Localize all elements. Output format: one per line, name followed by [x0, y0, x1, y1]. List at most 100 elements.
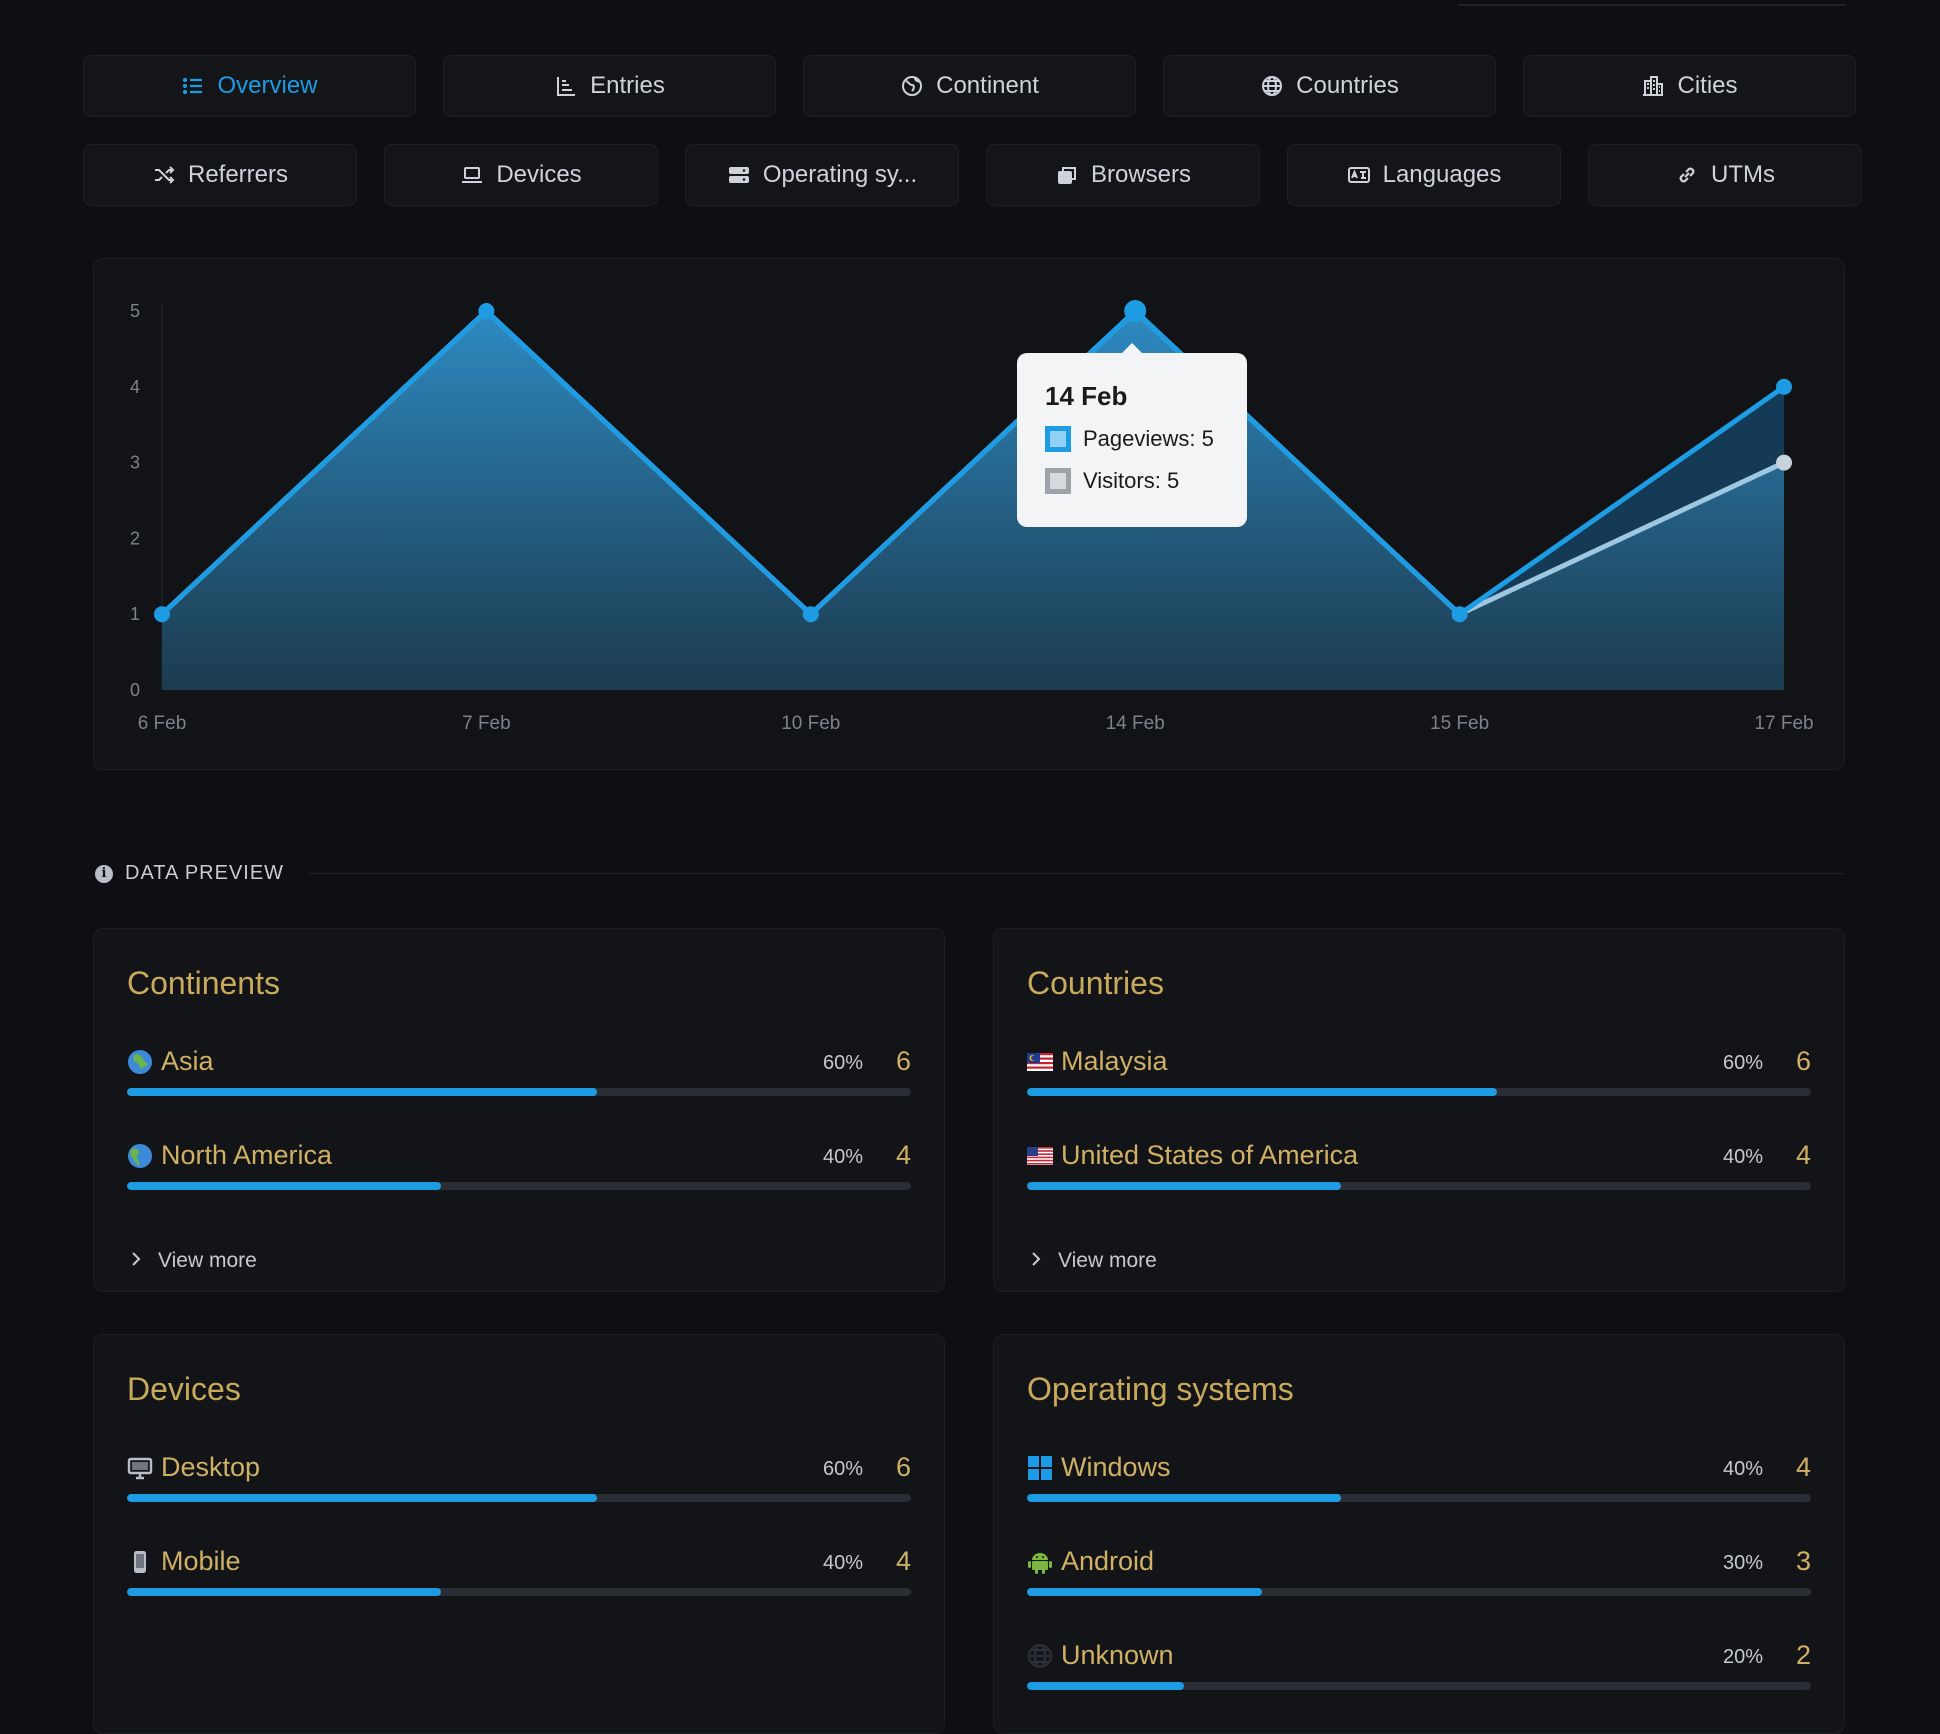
- list-item-percent: 60%: [822, 1052, 863, 1074]
- tab-label: Entries: [590, 72, 665, 99]
- tab-label: Devices: [496, 161, 582, 188]
- malaysia-flag-icon: [1027, 1049, 1053, 1075]
- list-item[interactable]: United States of America 40% 4: [1027, 1140, 1811, 1192]
- desktop-icon: [127, 1455, 153, 1481]
- x-tick-label: 15 Feb: [1430, 713, 1489, 734]
- tab-countries[interactable]: Countries: [1163, 55, 1496, 117]
- list-item[interactable]: Asia 60% 6: [127, 1046, 911, 1098]
- progress-fill: [127, 1182, 441, 1190]
- server-icon: [727, 163, 751, 187]
- list-item[interactable]: Windows 40% 4: [1027, 1452, 1811, 1504]
- progress-track: [1027, 1588, 1811, 1596]
- globe-icon: [1260, 74, 1284, 98]
- tab-continent[interactable]: Continent: [803, 55, 1136, 117]
- panel-title: Continents: [127, 965, 280, 1001]
- list-item-percent: 40%: [822, 1146, 863, 1168]
- list-item[interactable]: North America 40% 4: [127, 1140, 911, 1192]
- y-tick-label: 4: [130, 377, 140, 397]
- progress-track: [127, 1588, 911, 1596]
- view-more-link[interactable]: View more: [1030, 1249, 1157, 1273]
- list-item-percent: 60%: [1722, 1052, 1763, 1074]
- pageviews-swatch: [1045, 426, 1071, 452]
- progress-track: [1027, 1088, 1811, 1096]
- progress-fill: [1027, 1494, 1341, 1502]
- panel-title: Countries: [1027, 965, 1164, 1001]
- continents-panel: Continents Asia 60% 6 North America 40% …: [93, 928, 945, 1292]
- y-tick-label: 3: [130, 453, 140, 473]
- tab-devices[interactable]: Devices: [384, 144, 658, 206]
- view-more-link[interactable]: View more: [130, 1249, 257, 1273]
- progress-fill: [127, 1088, 598, 1096]
- progress-track: [127, 1182, 911, 1190]
- y-tick-label: 0: [130, 680, 140, 700]
- tab-operating-systems[interactable]: Operating sy...: [685, 144, 959, 206]
- visitors-point: [1776, 454, 1792, 471]
- list-item-percent: 40%: [822, 1552, 863, 1574]
- windows-icon: [1027, 1455, 1053, 1481]
- tab-cities[interactable]: Cities: [1523, 55, 1856, 117]
- pageviews-point: [154, 606, 170, 623]
- tab-label: Referrers: [187, 161, 289, 188]
- mobile-icon: [127, 1549, 153, 1575]
- list-item-count: 4: [1795, 1140, 1811, 1170]
- tab-browsers[interactable]: Browsers: [986, 144, 1260, 206]
- chevron-right-icon: [1030, 1249, 1042, 1273]
- tooltip-pageviews-label: Pageviews: 5: [1083, 426, 1214, 451]
- progress-track: [1027, 1182, 1811, 1190]
- tab-label: Continent: [936, 72, 1039, 99]
- list-item[interactable]: Malaysia 60% 6: [1027, 1046, 1811, 1098]
- tab-entries[interactable]: Entries: [443, 55, 776, 117]
- list-item[interactable]: Desktop 60% 6: [127, 1452, 911, 1504]
- list-item[interactable]: Unknown 20% 2: [1027, 1640, 1811, 1692]
- x-tick-label: 10 Feb: [781, 713, 840, 734]
- list-item-label: Desktop: [161, 1452, 261, 1482]
- list-item-label: Unknown: [1061, 1640, 1174, 1670]
- y-tick-label: 2: [130, 528, 140, 548]
- laptop-icon: [460, 163, 484, 187]
- list-item-count: 4: [895, 1140, 911, 1170]
- view-more-label: View more: [158, 1249, 257, 1272]
- chevron-right-icon: [130, 1249, 142, 1273]
- link-icon: [1675, 163, 1699, 187]
- list-item-percent: 20%: [1722, 1646, 1763, 1668]
- list-item-label: Mobile: [161, 1546, 241, 1576]
- pageviews-line: [160, 308, 1786, 617]
- tab-languages[interactable]: Languages: [1287, 144, 1561, 206]
- x-tick-label: 17 Feb: [1754, 713, 1813, 734]
- earth-icon: [900, 74, 924, 98]
- progress-fill: [127, 1588, 441, 1596]
- list-item-label: North America: [161, 1140, 333, 1170]
- tooltip-visitors-label: Visitors: 5: [1083, 468, 1180, 493]
- progress-track: [127, 1088, 911, 1096]
- list-item-count: 2: [1795, 1640, 1811, 1670]
- list-item-count: 4: [895, 1546, 911, 1576]
- y-tick-label: 1: [130, 604, 140, 624]
- list-item[interactable]: Mobile 40% 4: [127, 1546, 911, 1598]
- bar-chart-icon: [554, 74, 578, 98]
- list-item-percent: 40%: [1722, 1458, 1763, 1480]
- view-more-label: View more: [1058, 1249, 1157, 1272]
- traffic-area-chart[interactable]: 0 1 2 3 4 5 6 Feb 7 Feb 10 Feb 14 Feb 15 Feb 17 Feb: [94, 259, 1846, 771]
- progress-track: [1027, 1682, 1811, 1690]
- city-icon: [1641, 74, 1665, 98]
- language-card-icon: [1347, 163, 1371, 187]
- tab-label: Browsers: [1090, 161, 1192, 188]
- pageviews-point: [478, 303, 495, 319]
- unknown-globe-icon: [1027, 1643, 1053, 1669]
- tab-overview[interactable]: Overview: [83, 55, 416, 117]
- pageviews-point: [802, 606, 819, 623]
- list-item-count: 3: [1795, 1546, 1811, 1576]
- list-icon: [181, 74, 205, 98]
- top-divider: [1458, 0, 1846, 6]
- list-item[interactable]: Android 30% 3: [1027, 1546, 1811, 1598]
- pageviews-point: [1776, 378, 1792, 395]
- list-item-label: Windows: [1061, 1452, 1171, 1482]
- tab-label: Cities: [1677, 72, 1738, 99]
- list-item-count: 6: [895, 1046, 911, 1076]
- tab-utms[interactable]: UTMs: [1588, 144, 1862, 206]
- visitors-area: [162, 311, 1784, 690]
- pageviews-point: [1451, 606, 1468, 623]
- list-item-percent: 30%: [1722, 1552, 1763, 1574]
- tab-referrers[interactable]: Referrers: [83, 144, 357, 206]
- list-item-percent: 40%: [1722, 1146, 1763, 1168]
